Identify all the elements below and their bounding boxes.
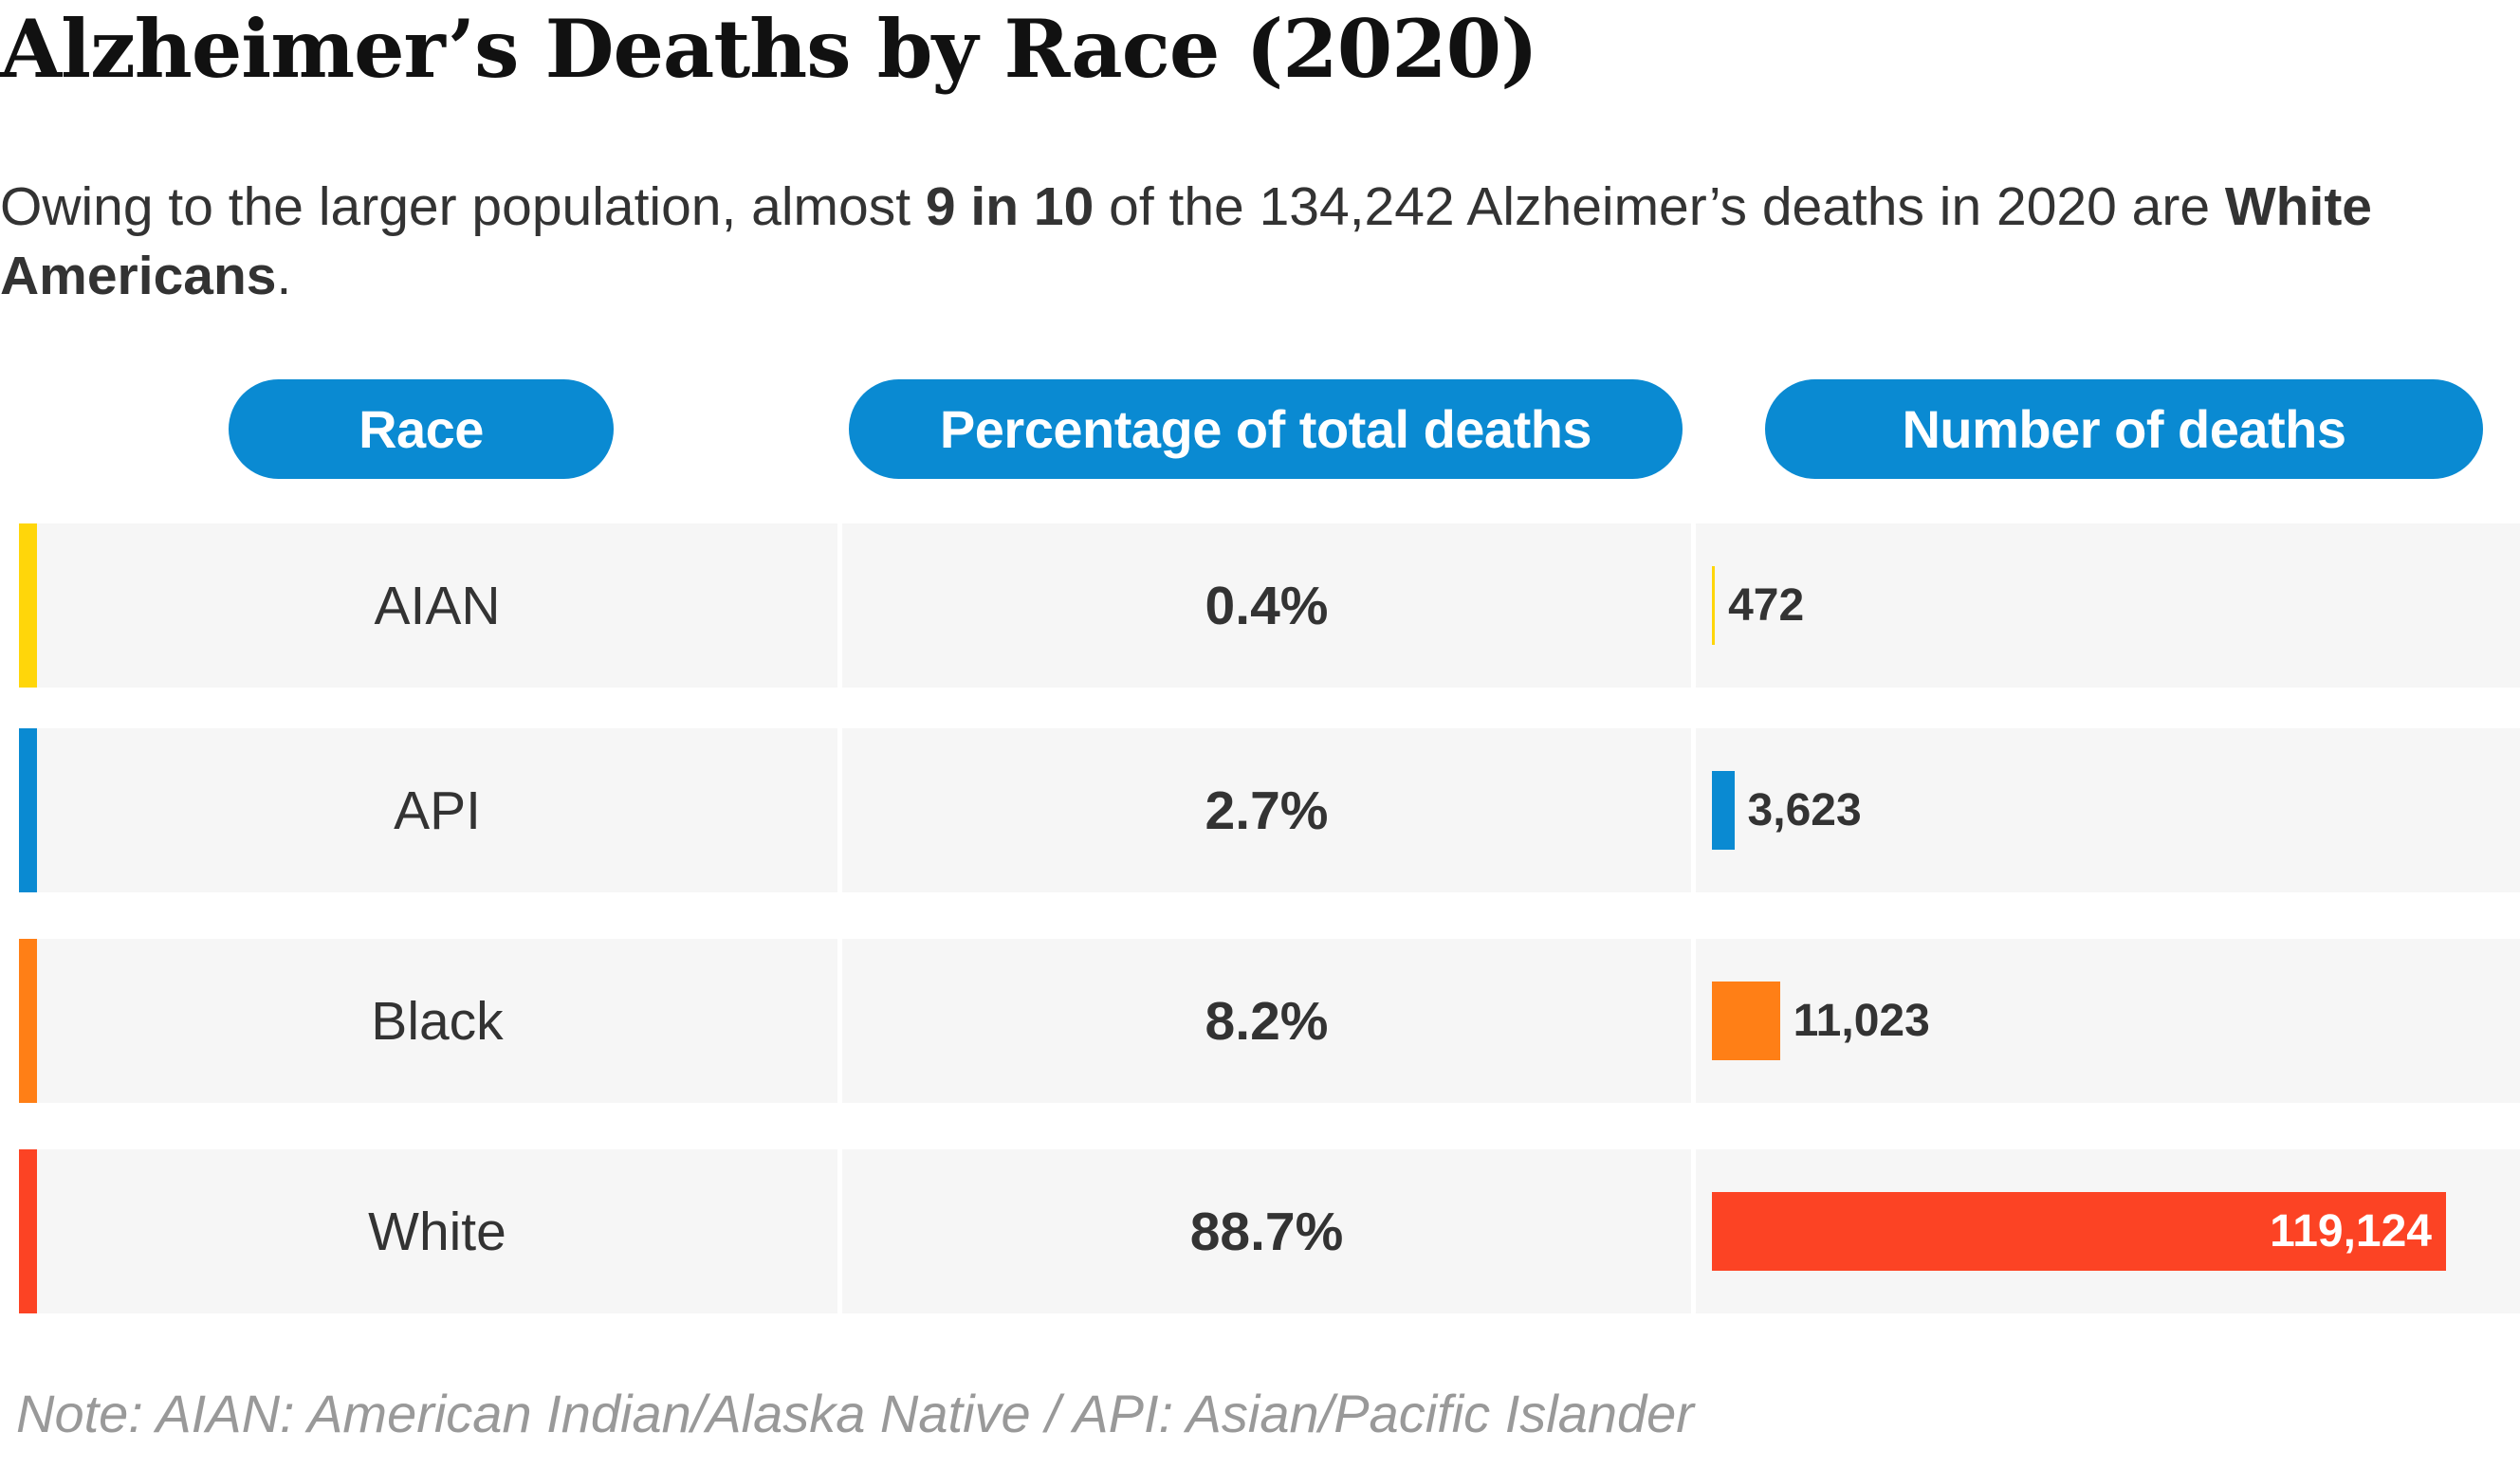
deaths-bar	[1712, 982, 1780, 1060]
percentage-cell: 8.2%	[842, 939, 1691, 1103]
color-stripe	[19, 728, 37, 892]
footnote: Note: AIAN: American Indian/Alaska Nativ…	[16, 1384, 1694, 1443]
deaths-label: 119,124	[2270, 1206, 2432, 1257]
deaths-label: 11,023	[1793, 996, 1930, 1046]
deaths-cell: 472	[1696, 523, 2520, 688]
column-header-percentage: Percentage of total deaths	[849, 379, 1683, 479]
subtitle-text: Owing to the larger population, almost	[0, 176, 926, 237]
deaths-cell: 3,623	[1696, 728, 2520, 892]
deaths-bar	[1712, 566, 1716, 645]
race-cell: Black	[37, 939, 837, 1103]
percentage-cell: 0.4%	[842, 523, 1691, 688]
percentage-cell: 88.7%	[842, 1149, 1691, 1313]
race-cell: API	[37, 728, 837, 892]
deaths-cell: 119,124	[1696, 1149, 2520, 1313]
color-stripe	[19, 523, 37, 688]
subtitle-text: .	[276, 246, 292, 306]
table-row: White 88.7% 119,124	[19, 1149, 2520, 1313]
percentage-value: 8.2%	[1205, 990, 1329, 1052]
deaths-label: 472	[1728, 580, 1805, 631]
subtitle-bold: 9 in 10	[925, 176, 1094, 237]
percentage-value: 0.4%	[1205, 575, 1329, 636]
color-stripe	[19, 939, 37, 1103]
race-cell: AIAN	[37, 523, 837, 688]
deaths-label: 3,623	[1747, 785, 1862, 835]
percentage-value: 88.7%	[1189, 1201, 1344, 1262]
subtitle-bold: White Americans	[0, 176, 2372, 306]
subtitle-text: of the 134,242 Alzheimer’s deaths in 202…	[1094, 176, 2225, 237]
deaths-bar	[1712, 1192, 2446, 1271]
race-label: Black	[371, 990, 504, 1052]
column-header-deaths: Number of deaths	[1765, 379, 2483, 479]
chart-subtitle: Owing to the larger population, almost 9…	[0, 173, 2485, 311]
table-row: AIAN 0.4% 472	[19, 523, 2520, 688]
column-header-race: Race	[229, 379, 614, 479]
race-label: White	[368, 1201, 506, 1262]
deaths-bar	[1712, 771, 1735, 850]
table-row: API 2.7% 3,623	[19, 728, 2520, 892]
deaths-cell: 11,023	[1696, 939, 2520, 1103]
percentage-value: 2.7%	[1205, 780, 1329, 841]
table-row: Black 8.2% 11,023	[19, 939, 2520, 1103]
color-stripe	[19, 1149, 37, 1313]
percentage-cell: 2.7%	[842, 728, 1691, 892]
race-label: API	[394, 780, 481, 841]
race-cell: White	[37, 1149, 837, 1313]
race-label: AIAN	[374, 575, 501, 636]
chart-title: Alzheimer’s Deaths by Race (2020)	[0, 2, 1538, 96]
